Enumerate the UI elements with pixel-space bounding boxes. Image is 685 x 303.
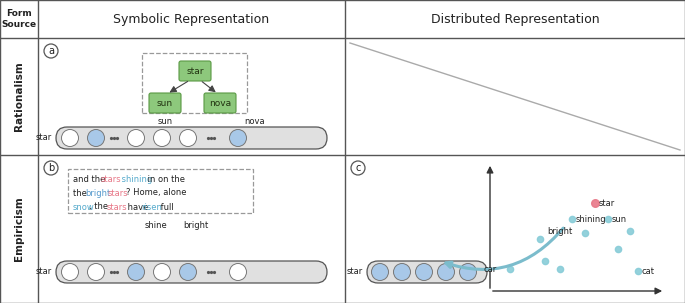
Text: star: star (347, 268, 363, 277)
Text: star: star (36, 134, 52, 142)
Circle shape (153, 129, 171, 146)
Text: Form
Source: Form Source (1, 9, 36, 29)
Circle shape (127, 129, 145, 146)
Text: bright: bright (184, 221, 209, 229)
Text: bright: bright (547, 227, 572, 235)
Text: stars: stars (107, 202, 127, 211)
FancyBboxPatch shape (149, 93, 181, 113)
Text: cat: cat (642, 267, 655, 275)
Circle shape (62, 264, 79, 281)
Text: shining: shining (119, 175, 152, 184)
FancyBboxPatch shape (142, 53, 247, 113)
Text: star: star (186, 66, 203, 75)
Circle shape (88, 264, 105, 281)
Text: full: full (158, 202, 174, 211)
Circle shape (179, 129, 197, 146)
Text: the: the (73, 188, 90, 198)
Text: shine: shine (145, 221, 167, 229)
Text: car: car (484, 265, 497, 274)
Text: nova: nova (245, 116, 265, 125)
Circle shape (393, 264, 410, 281)
Circle shape (371, 264, 388, 281)
Circle shape (127, 264, 145, 281)
FancyBboxPatch shape (68, 169, 253, 213)
Text: star: star (599, 198, 615, 208)
Circle shape (44, 44, 58, 58)
Text: and the: and the (73, 175, 108, 184)
Text: bright: bright (85, 188, 110, 198)
Circle shape (438, 264, 455, 281)
Circle shape (351, 161, 365, 175)
Text: sun: sun (157, 98, 173, 108)
Text: Symbolic Representation: Symbolic Representation (114, 12, 270, 25)
Text: a: a (48, 46, 54, 56)
Text: snow: snow (73, 202, 95, 211)
Text: nova: nova (209, 98, 231, 108)
Text: Empiricism: Empiricism (14, 197, 24, 261)
Text: b: b (48, 163, 54, 173)
Circle shape (460, 264, 477, 281)
Text: in on the: in on the (145, 175, 185, 184)
Circle shape (153, 264, 171, 281)
Text: stars: stars (101, 175, 122, 184)
FancyBboxPatch shape (204, 93, 236, 113)
Circle shape (44, 161, 58, 175)
Text: Distributed Representation: Distributed Representation (431, 12, 599, 25)
Circle shape (179, 264, 197, 281)
FancyBboxPatch shape (56, 261, 327, 283)
FancyBboxPatch shape (367, 261, 487, 283)
Circle shape (416, 264, 432, 281)
Text: , the: , the (89, 202, 111, 211)
Circle shape (62, 129, 79, 146)
Text: have: have (125, 202, 151, 211)
Text: risen: risen (141, 202, 162, 211)
Text: sun: sun (158, 116, 173, 125)
FancyBboxPatch shape (56, 127, 327, 149)
Text: sun: sun (612, 215, 627, 224)
Text: ? Home, alone: ? Home, alone (126, 188, 186, 198)
Text: c: c (356, 163, 361, 173)
Text: Rationalism: Rationalism (14, 62, 24, 132)
Text: stars: stars (108, 188, 129, 198)
Text: star: star (36, 268, 52, 277)
Circle shape (88, 129, 105, 146)
FancyBboxPatch shape (179, 61, 211, 81)
Text: shining: shining (576, 215, 607, 224)
Circle shape (229, 264, 247, 281)
Circle shape (229, 129, 247, 146)
